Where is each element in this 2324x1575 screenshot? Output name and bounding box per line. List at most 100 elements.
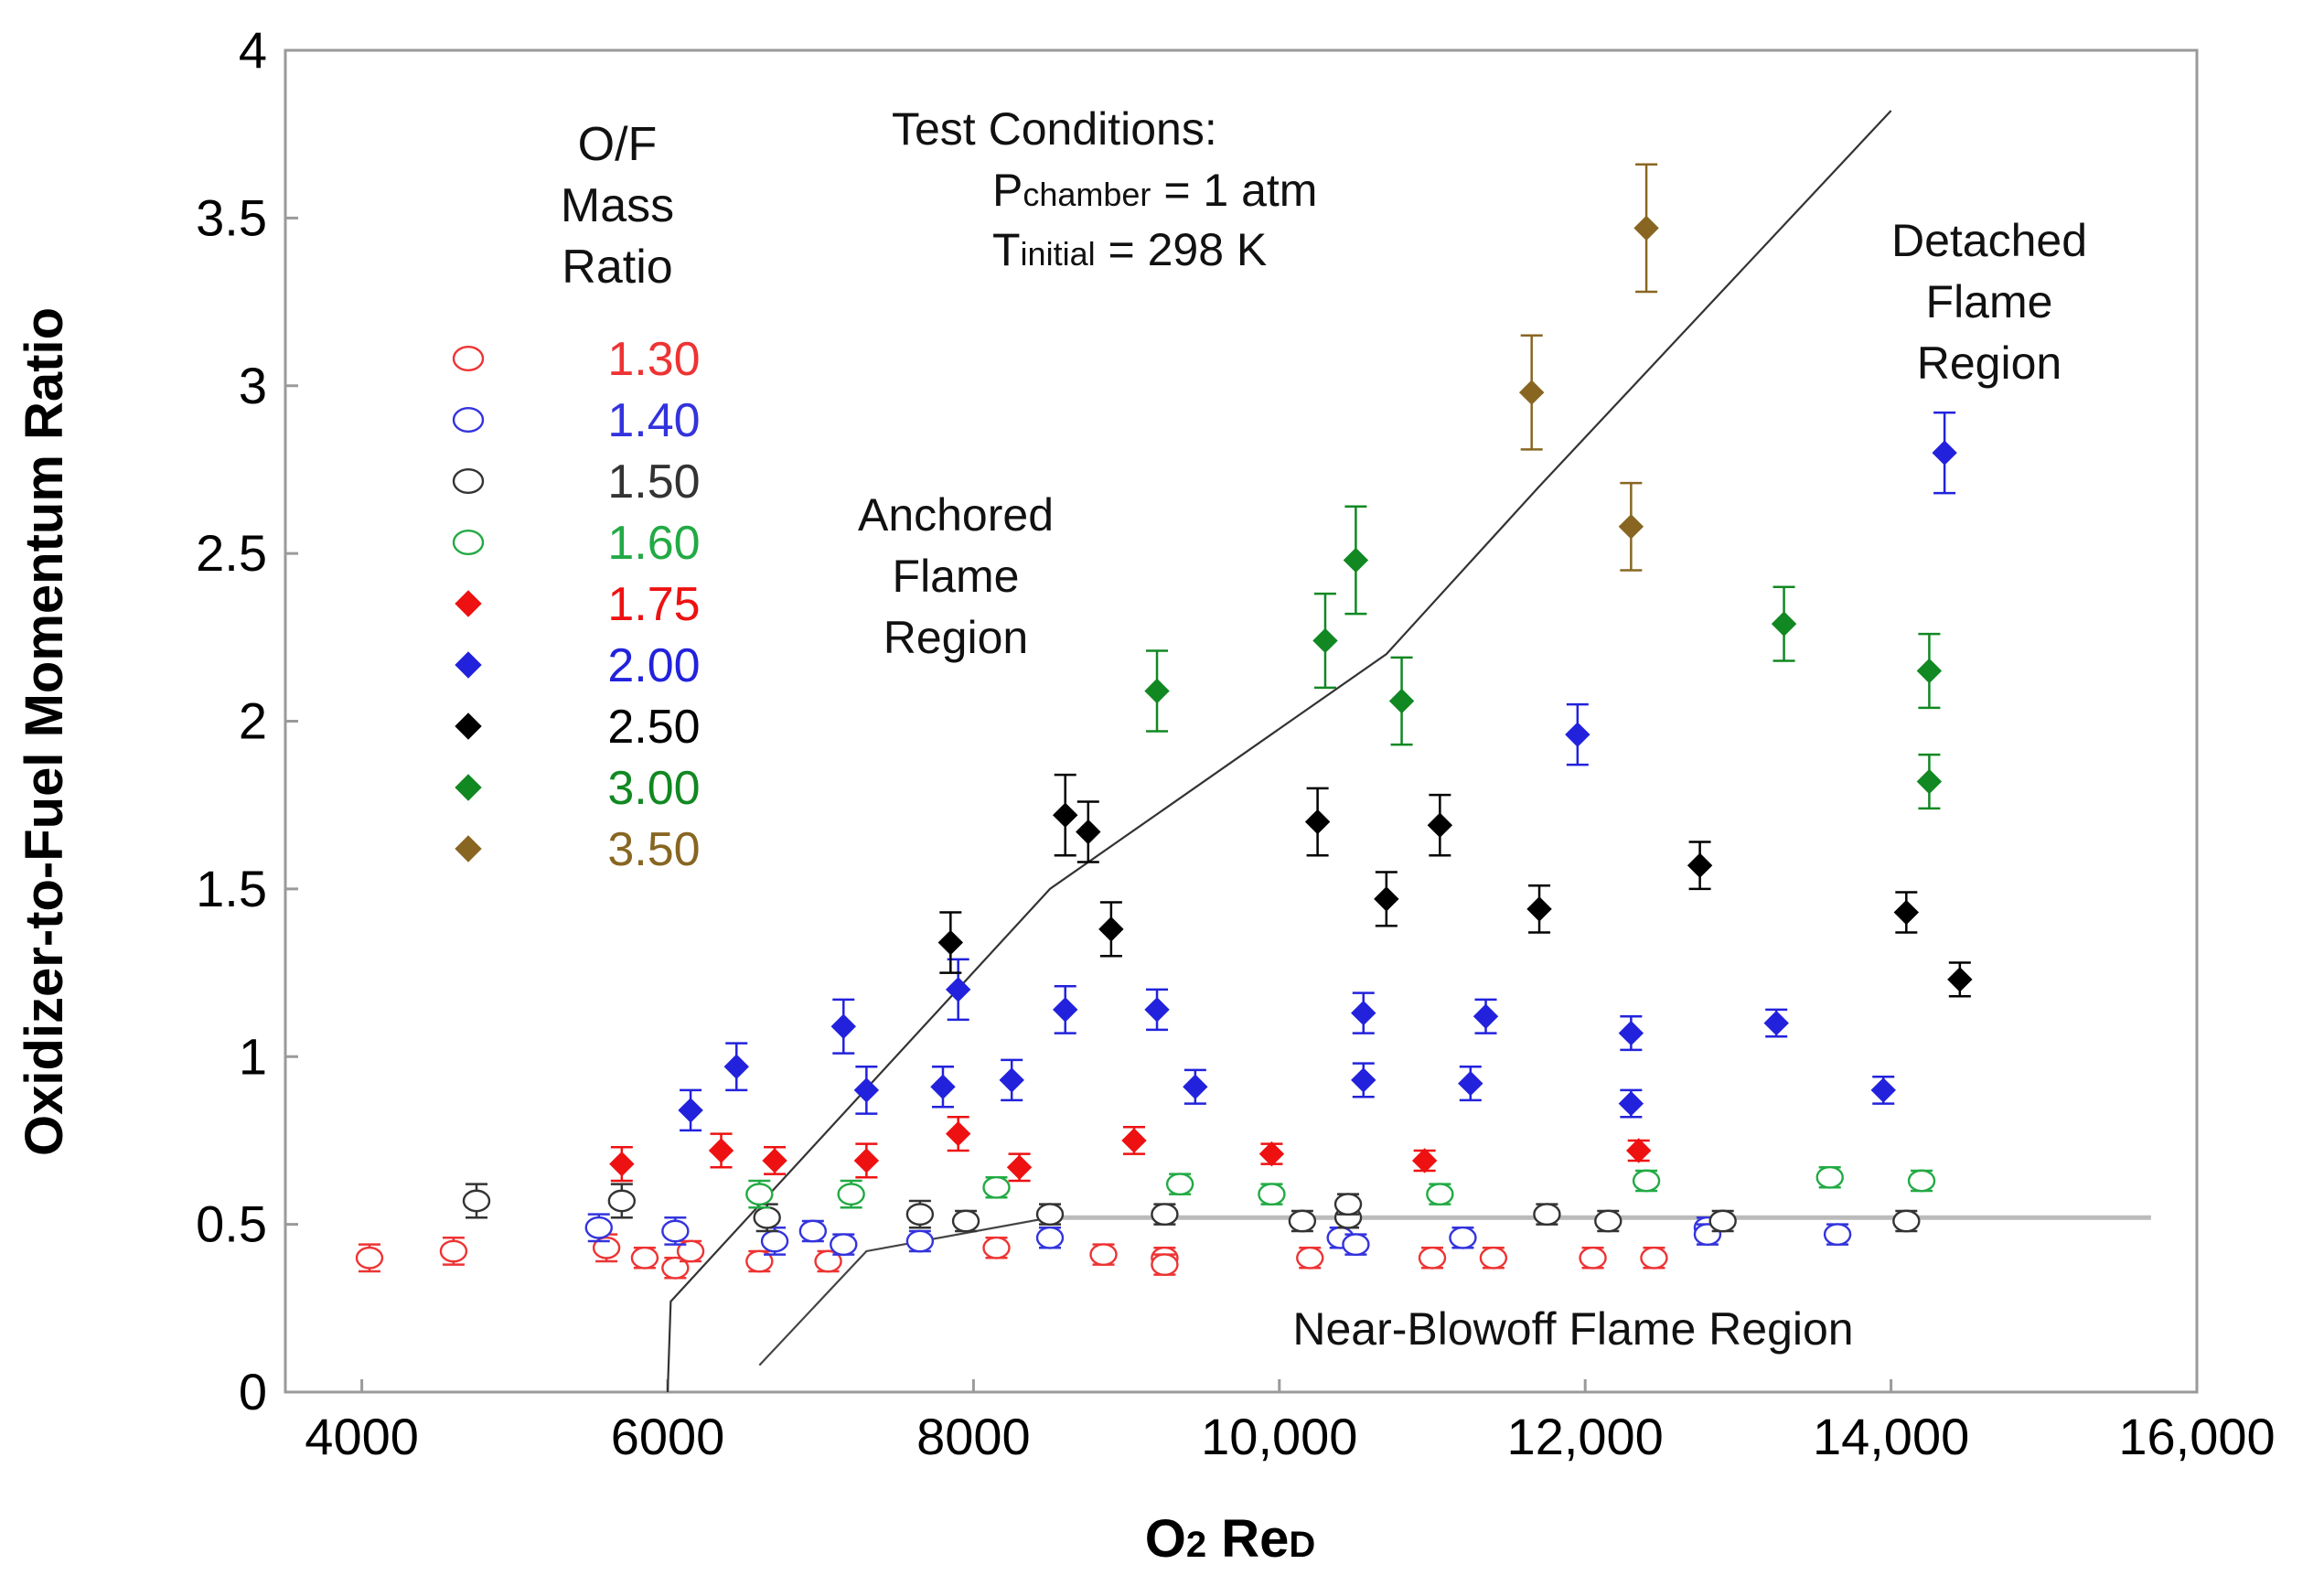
data-point xyxy=(607,1183,637,1219)
data-point xyxy=(1288,1209,1317,1233)
data-point xyxy=(1932,411,1957,495)
data-point xyxy=(1893,891,1920,934)
data-point xyxy=(1518,334,1545,451)
data-point xyxy=(1626,1138,1652,1163)
data-point xyxy=(1640,1246,1668,1270)
y-tick-label: 0 xyxy=(239,1363,267,1420)
data-point xyxy=(1594,1209,1623,1233)
data-point xyxy=(982,1175,1011,1199)
detached-line-3: Region xyxy=(1917,338,2062,389)
legend-item-1-75: 1.75 xyxy=(455,578,701,631)
data-point xyxy=(1342,1233,1370,1257)
legend-label: 3.00 xyxy=(607,762,700,815)
blowoff-boundary-rising xyxy=(758,1216,1051,1366)
x-tick-label: 4000 xyxy=(305,1408,419,1465)
data-point xyxy=(661,1216,690,1246)
data-point xyxy=(1427,793,1453,857)
legend-label: 2.00 xyxy=(607,639,700,692)
data-point xyxy=(723,1042,749,1092)
legend-item-1-50: 1.50 xyxy=(452,455,701,509)
data-point xyxy=(1144,649,1170,733)
data-point xyxy=(1121,1126,1147,1155)
data-point xyxy=(1258,1141,1285,1167)
data-point xyxy=(1343,505,1369,616)
legend-marker xyxy=(455,774,482,801)
data-point xyxy=(853,1142,880,1179)
legend-item-1-60: 1.60 xyxy=(452,517,701,570)
legend-marker xyxy=(455,590,482,617)
data-point xyxy=(1053,984,1078,1034)
anchored-line-1: Anchored xyxy=(858,489,1054,541)
y-tick-label: 4 xyxy=(239,21,267,79)
series-1-60 xyxy=(745,1165,1936,1209)
data-point xyxy=(945,1116,971,1152)
data-point xyxy=(937,911,964,974)
anchored-line-3: Region xyxy=(884,612,1028,663)
test-conditions-heading: Test Conditions: xyxy=(892,103,1217,155)
annotation-detached-region: Detached Flame Region xyxy=(1891,215,2087,389)
legend-marker xyxy=(452,530,485,556)
data-point xyxy=(1006,1152,1033,1183)
data-point xyxy=(945,958,971,1022)
x-tick-label: 8000 xyxy=(916,1408,1031,1465)
y-tick-label: 3 xyxy=(239,357,267,414)
x-axis-title: O2 ReD xyxy=(1145,1509,1316,1569)
x-tick-label: 12,000 xyxy=(1507,1408,1664,1465)
data-point xyxy=(1304,787,1331,857)
data-point xyxy=(1763,1008,1789,1038)
legend-item-3-50: 3.50 xyxy=(455,823,701,876)
temperature-value: = 298 K xyxy=(1096,224,1268,275)
data-point xyxy=(439,1237,468,1266)
data-point xyxy=(1870,1076,1896,1105)
data-point xyxy=(762,1146,787,1175)
data-point xyxy=(951,1209,980,1233)
legend-marker xyxy=(452,468,485,495)
data-point xyxy=(355,1243,384,1273)
annotation-blowoff-region: Near-Blowoff Flame Region xyxy=(1292,1303,1853,1355)
data-point xyxy=(678,1088,703,1132)
legend-label: 3.50 xyxy=(607,823,700,876)
temperature-condition: Tinitial = 298 K xyxy=(992,224,1267,275)
data-point xyxy=(676,1239,705,1263)
legend-marker xyxy=(455,712,482,740)
data-point xyxy=(1526,884,1552,934)
data-point xyxy=(708,1132,734,1169)
detached-line-2: Flame xyxy=(1926,276,2053,327)
data-point xyxy=(745,1179,774,1209)
data-point xyxy=(1351,1062,1376,1098)
data-point xyxy=(1426,1183,1454,1206)
data-point xyxy=(1418,1246,1447,1270)
data-point xyxy=(837,1179,865,1209)
y-tick-label: 1 xyxy=(239,1027,267,1085)
legend-marker xyxy=(452,346,485,372)
x-tick-label: 14,000 xyxy=(1813,1408,1969,1465)
data-point xyxy=(853,1066,880,1115)
data-point xyxy=(462,1183,491,1219)
data-point xyxy=(1907,1169,1936,1193)
legend-label: 1.75 xyxy=(607,578,700,631)
legend-item-2-50: 2.50 xyxy=(455,701,701,754)
series-2-00 xyxy=(678,411,1957,1132)
legend-item-1-30: 1.30 xyxy=(452,333,701,386)
pressure-condition: Pchamber = 1 atm xyxy=(992,165,1317,216)
y-tick-label: 2 xyxy=(239,692,267,750)
annotation-test-conditions: Test Conditions: Pchamber = 1 atm Tiniti… xyxy=(892,103,1317,275)
series-1-75 xyxy=(609,1116,1652,1183)
legend-item-1-40: 1.40 xyxy=(452,394,701,447)
data-point xyxy=(1449,1226,1477,1249)
pressure-value: = 1 atm xyxy=(1151,165,1317,216)
data-point xyxy=(1351,991,1376,1034)
data-point xyxy=(1815,1165,1844,1189)
y-axis-title: Oxidizer-to-Fuel Momentum Ratio xyxy=(15,307,74,1156)
legend-label: 1.60 xyxy=(607,517,700,570)
data-point xyxy=(1916,632,1943,710)
series-3-00 xyxy=(1144,505,1943,810)
legend-item-2-00: 2.00 xyxy=(455,639,701,692)
legend-marker xyxy=(455,835,482,862)
series-2-50 xyxy=(937,773,1973,998)
data-point xyxy=(1633,163,1659,294)
data-point xyxy=(1411,1148,1438,1173)
series-1-30 xyxy=(355,1233,1668,1280)
data-point xyxy=(1076,800,1101,863)
data-point xyxy=(592,1233,621,1263)
